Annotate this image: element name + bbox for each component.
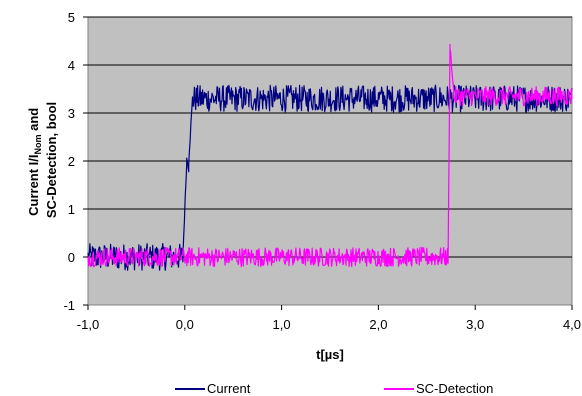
y-axis-title-subscript: Nom — [33, 134, 43, 154]
x-axis-title: t[µs] — [316, 347, 344, 362]
y-axis-title: Current I/INom and SC-Detection, bool — [26, 102, 59, 218]
y-tick-label: 0 — [68, 250, 75, 265]
y-tick-label: 5 — [68, 10, 75, 25]
x-tick-label: 2,0 — [369, 317, 387, 332]
legend-item-sc-detection: SC-Detection — [384, 381, 493, 396]
x-tick-label: 4,0 — [563, 317, 581, 332]
y-tick-label: 3 — [68, 106, 75, 121]
series-line-current — [87, 84, 573, 271]
y-tick-label: 2 — [68, 154, 75, 169]
y-tick-label: -1 — [63, 298, 75, 313]
y-tick-label: 1 — [68, 202, 75, 217]
x-tick-label: 3,0 — [466, 317, 484, 332]
x-tick-label: -1,0 — [77, 317, 99, 332]
legend-label-current: Current — [207, 381, 251, 396]
x-tick-label: 0,0 — [176, 317, 194, 332]
legend-label-sc-detection: SC-Detection — [416, 381, 493, 396]
legend: Current SC-Detection — [175, 381, 493, 396]
y-axis-title-line1: Current I/INom and — [26, 108, 43, 216]
series-line-sc-detection — [87, 43, 573, 268]
x-tick-labels: -1,0 0,0 1,0 2,0 3,0 4,0 — [77, 317, 581, 332]
y-axis-title-line2: SC-Detection, bool — [44, 102, 59, 218]
ticks — [83, 16, 573, 310]
y-tick-labels: -1 0 1 2 3 4 5 — [63, 10, 75, 313]
y-tick-label: 4 — [68, 58, 75, 73]
series-layer — [87, 43, 573, 271]
x-tick-label: 1,0 — [273, 317, 291, 332]
legend-item-current: Current — [175, 381, 251, 396]
